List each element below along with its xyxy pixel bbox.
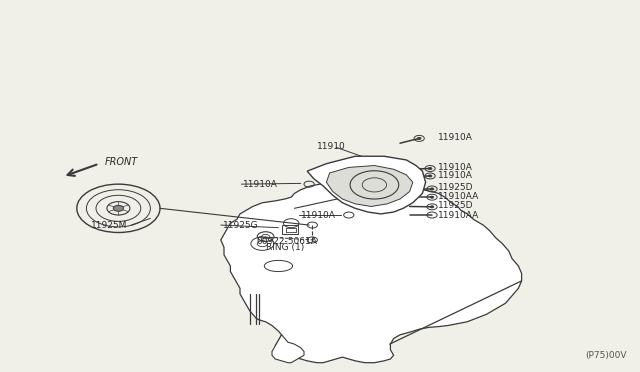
Circle shape bbox=[113, 205, 124, 211]
Circle shape bbox=[428, 167, 432, 170]
Text: 11910AA: 11910AA bbox=[438, 192, 479, 201]
Bar bbox=[282, 225, 298, 234]
Text: 11925M: 11925M bbox=[91, 221, 127, 230]
Text: RING (1): RING (1) bbox=[266, 243, 304, 251]
Text: 11910A: 11910A bbox=[301, 211, 335, 219]
Circle shape bbox=[428, 175, 432, 177]
Text: FRONT: FRONT bbox=[104, 157, 138, 167]
Text: 11910AA: 11910AA bbox=[438, 211, 479, 219]
Polygon shape bbox=[307, 156, 426, 214]
Polygon shape bbox=[272, 335, 304, 363]
Text: 11910A: 11910A bbox=[243, 180, 278, 189]
Polygon shape bbox=[326, 166, 413, 206]
Text: 11910: 11910 bbox=[317, 142, 346, 151]
Text: 11925D: 11925D bbox=[438, 201, 474, 210]
Text: 11925G: 11925G bbox=[223, 221, 259, 230]
Text: 11925D: 11925D bbox=[438, 183, 474, 192]
Text: 11910A: 11910A bbox=[438, 171, 473, 180]
Circle shape bbox=[430, 206, 434, 208]
Text: 11910A: 11910A bbox=[438, 133, 473, 142]
Text: 00922-5061A: 00922-5061A bbox=[256, 237, 317, 246]
Circle shape bbox=[430, 196, 434, 198]
Circle shape bbox=[430, 188, 434, 190]
Text: 11910A: 11910A bbox=[438, 163, 473, 172]
Circle shape bbox=[417, 137, 421, 140]
Text: (P75)00V: (P75)00V bbox=[586, 351, 627, 360]
Polygon shape bbox=[221, 182, 522, 363]
